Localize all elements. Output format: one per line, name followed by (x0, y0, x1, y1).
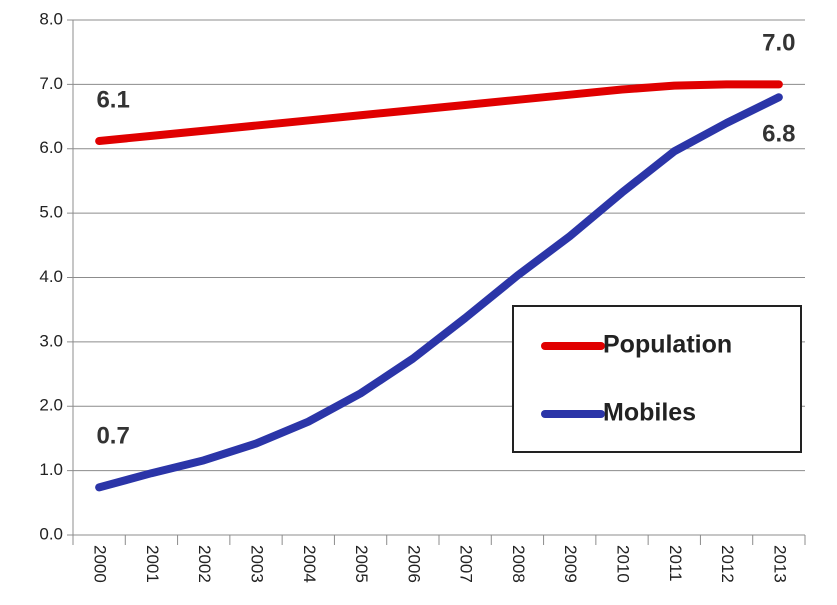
x-tick-label: 2010 (614, 545, 633, 583)
x-tick-label: 2007 (457, 545, 476, 583)
value-label: 0.7 (96, 423, 129, 450)
legend-label: Mobiles (603, 399, 696, 427)
y-tick-label: 6.0 (39, 138, 63, 157)
value-label: 7.0 (762, 30, 795, 57)
y-tick-label: 2.0 (39, 396, 63, 415)
y-tick-label: 0.0 (39, 524, 63, 543)
x-tick-label: 2006 (404, 545, 423, 583)
y-tick-label: 5.0 (39, 203, 63, 222)
value-label: 6.1 (96, 86, 129, 113)
y-tick-label: 3.0 (39, 331, 63, 350)
x-tick-label: 2011 (666, 545, 685, 582)
x-tick-label: 2002 (195, 545, 214, 583)
y-tick-label: 8.0 (39, 9, 63, 28)
series-line (95, 93, 783, 492)
value-label: 6.8 (762, 121, 795, 148)
x-tick-label: 2001 (143, 545, 162, 583)
x-tick-label: 2013 (770, 545, 789, 583)
x-tick-label: 2008 (509, 545, 528, 583)
x-tick-label: 2004 (300, 545, 319, 583)
legend-box (512, 305, 802, 453)
y-tick-label: 1.0 (39, 460, 63, 479)
y-tick-label: 7.0 (39, 74, 63, 93)
x-tick-label: 2012 (718, 545, 737, 583)
x-tick-label: 2009 (561, 545, 580, 583)
x-tick-label: 2005 (352, 545, 371, 583)
series-line (95, 80, 783, 146)
x-tick-label: 2003 (248, 545, 267, 583)
x-tick-label: 2000 (91, 545, 110, 583)
legend-label: Population (603, 331, 732, 359)
y-tick-label: 4.0 (39, 267, 63, 286)
